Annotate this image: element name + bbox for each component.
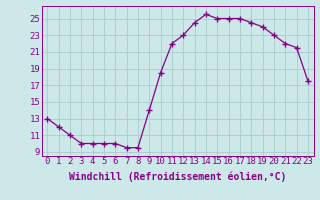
X-axis label: Windchill (Refroidissement éolien,°C): Windchill (Refroidissement éolien,°C) [69,172,286,182]
